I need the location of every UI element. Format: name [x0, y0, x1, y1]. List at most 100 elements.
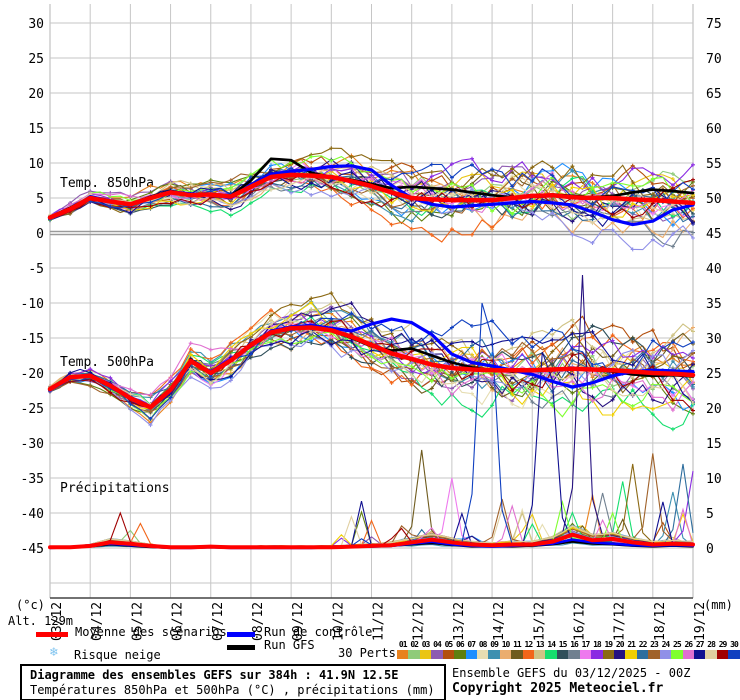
pert-cell: 15: [556, 640, 569, 659]
right-tick: 40: [706, 262, 722, 277]
pert-number: 13: [535, 640, 545, 649]
right-tick: 65: [706, 87, 722, 102]
chart-title-box: Diagramme des ensembles GEFS sur 384h : …: [20, 664, 446, 700]
pert-number: 12: [524, 640, 534, 649]
right-tick: 60: [706, 122, 722, 137]
mean-line-precip: [48, 532, 695, 550]
pert-cell: 05: [442, 640, 455, 659]
pert-cell: 12: [522, 640, 535, 659]
pert-color-swatch: [488, 650, 500, 659]
pert-color-swatch: [682, 650, 694, 659]
panel-title-t500: Temp. 500hPa: [60, 355, 154, 370]
pert-color-swatch: [534, 650, 546, 659]
left-tick: -20: [21, 367, 44, 382]
left-tick: 15: [28, 122, 44, 137]
pert-cell: 03: [419, 640, 432, 659]
pert-number: 06: [456, 640, 465, 649]
right-tick: 30: [706, 332, 722, 347]
altitude-label: Alt. 129m: [8, 614, 74, 628]
pert-number: 30: [730, 640, 739, 649]
pert-color-swatch: [476, 650, 489, 659]
snowflake-icon: ❄: [50, 645, 58, 660]
pert-number: 23: [650, 640, 659, 649]
pert-number: 19: [604, 640, 613, 649]
pert-cell: 18: [591, 640, 603, 659]
pert-number: 05: [444, 640, 454, 649]
pert-color-swatch: [705, 650, 717, 659]
x-tick: 07/12: [211, 602, 226, 641]
pert-cell: 20: [614, 640, 626, 659]
panel-title-t850: Temp. 850hPa: [60, 176, 154, 191]
pert-cell: 11: [511, 640, 523, 659]
pert-color-swatch: [579, 650, 592, 659]
pert-number: 11: [513, 640, 522, 649]
left-tick: 25: [28, 52, 44, 67]
pert-color-swatch: [625, 650, 637, 659]
pert-cell: 22: [636, 640, 649, 659]
left-tick: -5: [28, 262, 44, 277]
pert-number: 08: [478, 640, 488, 649]
grid-layer: [49, 4, 694, 599]
pert-cell: 02: [408, 640, 420, 659]
right-tick: 35: [706, 297, 722, 312]
pert-number: 01: [398, 640, 408, 649]
pert-cell: 17: [579, 640, 592, 659]
pert-color-swatch: [636, 650, 649, 659]
pert-number: 27: [695, 640, 705, 649]
pert-color-swatch: [671, 650, 683, 659]
pert-number: 02: [410, 640, 419, 649]
run-info-label: Ensemble GEFS du 03/12/2025 - 00Z: [452, 666, 691, 680]
x-tick: 16/12: [572, 602, 587, 641]
right-tick: 50: [706, 192, 722, 207]
pert-number: 03: [421, 640, 431, 649]
pert-color-swatch: [431, 650, 443, 659]
pert-number: 07: [467, 640, 476, 649]
left-tick: -15: [21, 332, 44, 347]
control-legend-swatch: [227, 632, 255, 637]
pert-color-swatch: [556, 650, 569, 659]
control-legend-label: Run de contrôle: [264, 625, 373, 639]
right-tick: 15: [706, 437, 722, 452]
pert-number: 15: [558, 640, 568, 649]
right-tick: 45: [706, 227, 722, 242]
pert-cell: 06: [454, 640, 466, 659]
right-tick: 0: [706, 542, 714, 557]
right-tick: 20: [706, 402, 722, 417]
x-tick: 12/12: [412, 602, 427, 641]
pert-number: 28: [707, 640, 716, 649]
pert-cell: 21: [625, 640, 637, 659]
perturbation-color-strip: 01 02 03 04 05 06 07 08 09 10 11 12 13 14 15 16 17 18 19 20…: [397, 640, 740, 659]
pert-color-swatch: [648, 650, 660, 659]
pert-color-swatch: [465, 650, 477, 659]
pert-cell: 13: [534, 640, 546, 659]
pert-cell: 07: [465, 640, 477, 659]
left-axis-unit-label: (°c): [16, 598, 45, 612]
mean-line-t500: [47, 325, 696, 410]
ensemble-chart: 302520151050-5-10-15-20-25-30-35-40-4575…: [21, 4, 722, 641]
pert-cell: 01: [397, 640, 409, 659]
right-tick: 55: [706, 157, 722, 172]
pert-cell: 08: [476, 640, 489, 659]
axis-ticks: 302520151050-5-10-15-20-25-30-35-40-4575…: [21, 17, 722, 641]
pert-color-swatch: [614, 650, 626, 659]
pert-number: 25: [673, 640, 682, 649]
pert-number: 14: [547, 640, 556, 649]
x-tick: 14/12: [492, 602, 507, 641]
panel-title-precip: Précipitations: [60, 481, 170, 496]
pert-color-swatch: [499, 650, 512, 659]
chart-title: Diagramme des ensembles GEFS sur 384h : …: [30, 668, 399, 682]
pert-color-swatch: [568, 650, 580, 659]
x-tick: 09/12: [291, 602, 306, 641]
pert-number: 26: [684, 640, 693, 649]
left-tick: 30: [28, 17, 44, 32]
pert-color-swatch: [591, 650, 603, 659]
x-tick: 10/12: [331, 602, 346, 641]
pert-color-swatch: [545, 650, 557, 659]
left-tick: -25: [21, 402, 44, 417]
pert-number: 29: [718, 640, 728, 649]
pert-number: 18: [593, 640, 602, 649]
pert-cell: 10: [499, 640, 512, 659]
pert-color-swatch: [522, 650, 535, 659]
pert-cell: 19: [602, 640, 615, 659]
x-tick: 11/12: [372, 602, 387, 641]
